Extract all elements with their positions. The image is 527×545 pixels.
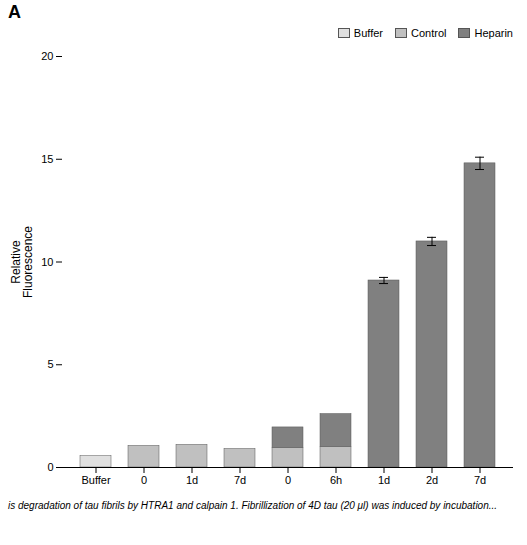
svg-text:1d: 1d — [378, 474, 390, 486]
svg-text:7d: 7d — [474, 474, 486, 486]
svg-text:0: 0 — [47, 461, 53, 473]
html-text:Buffer: Buffer — [353, 27, 383, 39]
svg-text:1d: 1d — [186, 474, 198, 486]
html-text:A: A — [8, 2, 21, 22]
svg-text:RelativeFluorescence: RelativeFluorescence — [9, 226, 35, 298]
svg-text:20: 20 — [41, 50, 53, 62]
svg-text:0: 0 — [285, 474, 291, 486]
svg-text:10: 10 — [41, 256, 53, 268]
html-text:Control: Control — [411, 27, 447, 39]
svg-text:15: 15 — [41, 153, 53, 165]
svg-text:7d: 7d — [234, 474, 246, 486]
html-text:is degradation of tau fibrils: is degradation of tau fibrils by HTRA1 a… — [8, 500, 498, 511]
svg-text:6h: 6h — [330, 474, 342, 486]
svg-text:5: 5 — [47, 358, 53, 370]
svg-text:0: 0 — [141, 474, 147, 486]
svg-text:2d: 2d — [426, 474, 438, 486]
svg-text:Buffer: Buffer — [81, 474, 110, 486]
html-text:Heparin: Heparin — [474, 27, 513, 39]
